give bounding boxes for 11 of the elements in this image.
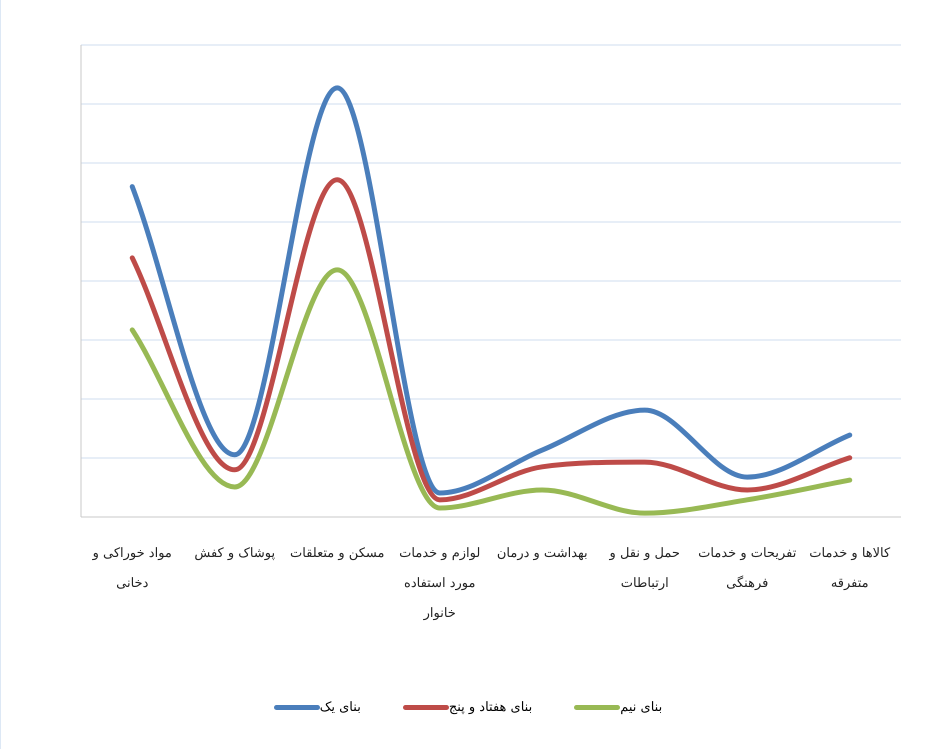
legend-label: بنای هفتاد و پنج [448, 700, 532, 715]
x-tick-label: مسکن و متعلقات [289, 545, 386, 563]
x-tick-label: حمل و نقل و ارتباطات [608, 545, 681, 593]
x-tick-label: لوازم و خدمات مورد استفاده خانوار [398, 545, 482, 623]
legend-label: بنای یک [320, 700, 361, 715]
x-tick-label: مواد خوراکی و دخانی [91, 545, 173, 593]
x-tick-label: تفریحات و خدمات فرهنگی [697, 545, 798, 593]
x-tick-label: کالاها و خدمات متفرقه [808, 545, 892, 593]
x-tick-label: بهداشت و درمان [496, 545, 589, 563]
legend-label: بنای نیم [620, 700, 662, 715]
x-tick-label: پوشاک و کفش [193, 545, 276, 563]
